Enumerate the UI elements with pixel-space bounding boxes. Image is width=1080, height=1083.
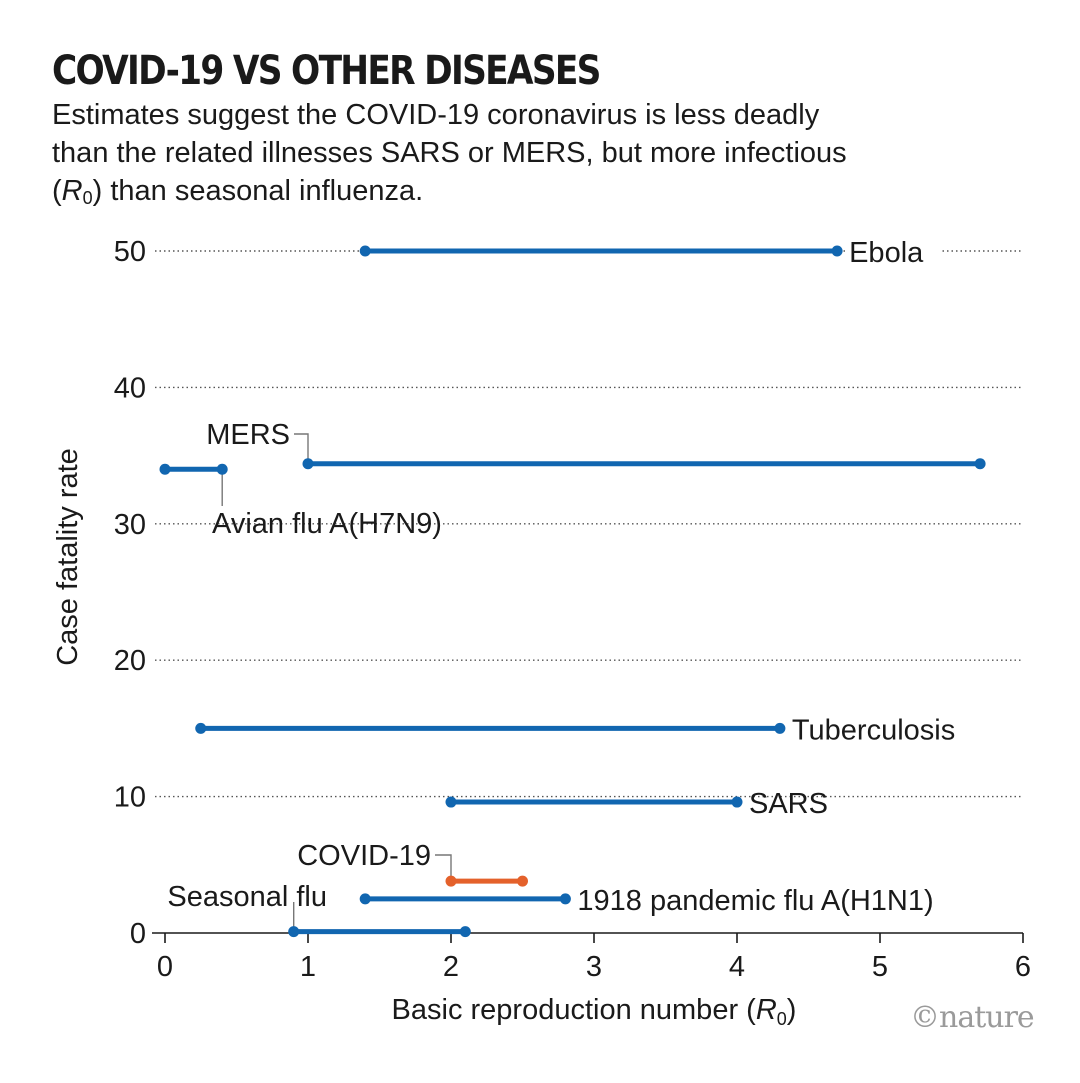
x-axis (152, 932, 1024, 943)
y-axis-label: Case fatality rate (52, 448, 84, 666)
series-4-point-min (445, 796, 457, 808)
series-4-point-max (731, 796, 743, 808)
subtitle-text-start: Estimates suggest the COVID-19 coronavir… (52, 99, 847, 207)
x-tick-label-6: 6 (1015, 951, 1031, 983)
x-axis-label-r-symbol: R (756, 994, 777, 1026)
x-tick-label-5: 5 (872, 951, 888, 983)
series-7-label: Seasonal flu (167, 881, 327, 913)
label-connectors (221, 433, 452, 928)
series-1-point-min (302, 458, 314, 470)
series-2-point-max (216, 463, 228, 475)
series-0-label-bg (846, 231, 943, 271)
series-3-point-max (774, 722, 786, 734)
series-0-point-min (359, 245, 371, 257)
series-6-point-min (359, 893, 371, 905)
y-tick-label-20: 20 (114, 645, 146, 677)
y-tick-labels: 0 10 20 30 40 50 (114, 236, 146, 950)
y-tick-label-50: 50 (114, 236, 146, 268)
series-4-label: SARS (749, 788, 828, 820)
x-tick-label-1: 1 (300, 951, 316, 983)
x-axis-label: Basic reproduction number (R0) (392, 994, 797, 1029)
x-tick-labels: 0 1 2 3 4 5 6 (157, 951, 1031, 983)
series-3-label: Tuberculosis (792, 714, 955, 746)
y-tick-label-30: 30 (114, 509, 146, 541)
series-0-point-max (831, 245, 843, 257)
x-tick-label-4: 4 (729, 951, 745, 983)
series-5-label: COVID-19 (297, 840, 431, 872)
nature-logo: ©nature (910, 1000, 1035, 1035)
x-tick-label-2: 2 (443, 951, 459, 983)
x-tick-label-0: 0 (157, 951, 173, 983)
series-1-label: MERS (206, 419, 290, 451)
y-tick-label-0: 0 (130, 918, 146, 950)
y-tick-label-10: 10 (114, 782, 146, 814)
series-1-point-max (974, 458, 986, 470)
chart-subtitle: Estimates suggest the COVID-19 coronavir… (52, 96, 872, 217)
x-axis-label-subscript: 0 (777, 1009, 787, 1029)
subtitle-r-subscript: 0 (82, 188, 93, 208)
series-5-point-max (517, 875, 528, 887)
series-5-connector (435, 854, 452, 878)
series-5-point-min (445, 875, 457, 887)
series-7-point-max (459, 926, 471, 938)
series-ranges (159, 245, 986, 938)
series-7-point-min (288, 926, 300, 938)
series-2-label: Avian flu A(H7N9) (212, 508, 442, 540)
series-3-point-min (195, 722, 207, 734)
series-0-label: Ebola (849, 237, 924, 269)
grid-lines (155, 250, 1023, 798)
chart-title: COVID-19 VS OTHER DISEASES (52, 48, 601, 94)
series-labels: Ebola MERS Avian flu A(H7N9) Tuberculosis SA… (167, 231, 955, 917)
series-1-connector (294, 433, 309, 460)
series-2-point-min (159, 463, 171, 475)
y-tick-label-40: 40 (114, 372, 146, 404)
subtitle-text-end: ) than seasonal influenza. (92, 175, 424, 207)
series-6-label: 1918 pandemic flu A(H1N1) (577, 885, 933, 917)
x-axis-label-suffix: ) (787, 994, 797, 1026)
x-axis-label-prefix: Basic reproduction number ( (392, 994, 757, 1026)
x-tick-label-3: 3 (586, 951, 602, 983)
series-6-point-max (559, 893, 571, 905)
subtitle-r-symbol: R (61, 175, 83, 207)
